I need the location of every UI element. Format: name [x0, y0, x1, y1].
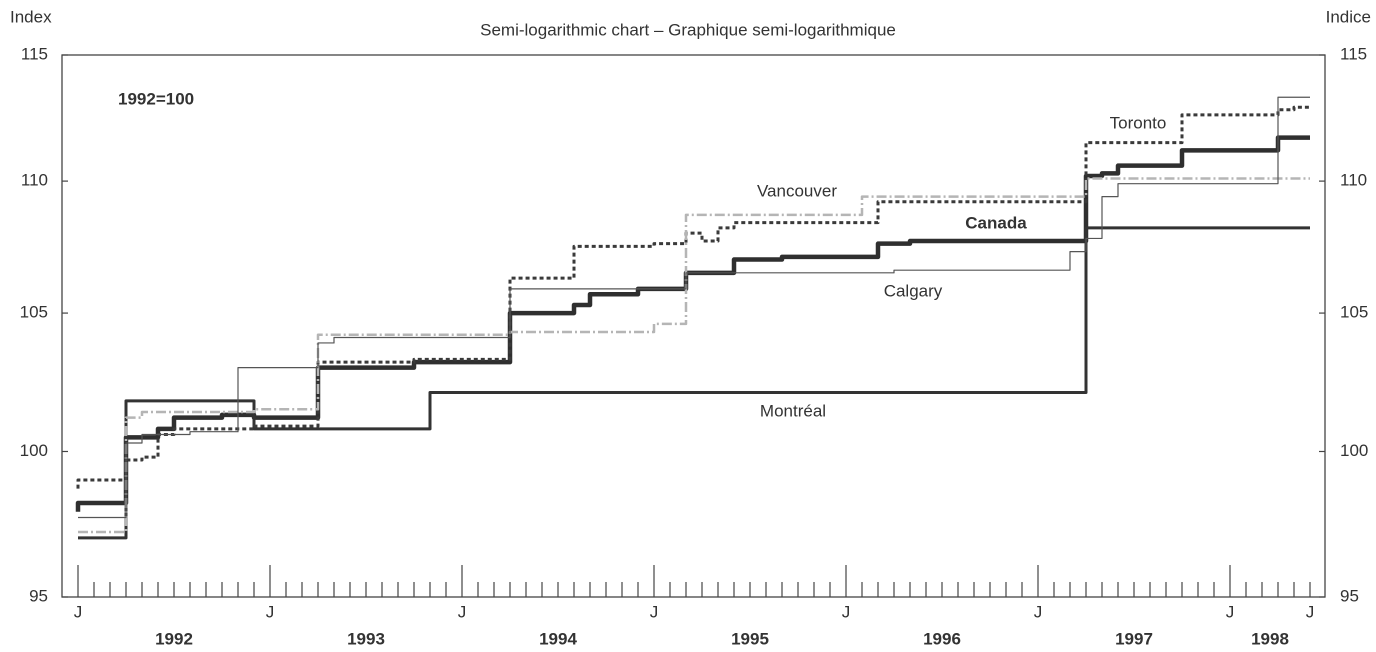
y2-tick-label: 95	[1340, 586, 1359, 605]
y2-axis-label: Indice	[1326, 7, 1371, 26]
annotation: 1992=100	[118, 89, 194, 108]
x-tick-label: J	[266, 602, 275, 621]
year-label: 1998	[1251, 629, 1289, 648]
y-tick-label: 100	[20, 441, 48, 460]
y2-tick-label: 115	[1340, 44, 1367, 63]
series-line	[78, 96, 1310, 519]
series-line	[75, 135, 1310, 512]
y2-tick-label: 100	[1340, 441, 1368, 460]
series-label: Calgary	[884, 281, 943, 300]
plot-frame	[61, 54, 1326, 598]
year-label: 1992	[155, 629, 193, 648]
y2-tick-label: 110	[1340, 171, 1367, 190]
series-line	[78, 226, 1310, 540]
series-label: Toronto	[1110, 113, 1167, 132]
y-axis-label: Index	[10, 7, 52, 26]
series-label: Montréal	[760, 401, 826, 420]
x-tick-label: J	[1306, 602, 1315, 621]
year-label: 1996	[923, 629, 961, 648]
x-tick-label: J	[458, 602, 467, 621]
x-tick-label: J	[842, 602, 851, 621]
y-tick-label: 115	[21, 44, 48, 63]
y-tick-label: 105	[20, 303, 48, 322]
y-tick-label: 110	[21, 171, 48, 190]
chart-title: Semi-logarithmic chart – Graphique semi-…	[480, 20, 896, 39]
series-line	[78, 177, 1310, 534]
x-tick-label: J	[650, 602, 659, 621]
year-label: 1997	[1115, 629, 1153, 648]
y-tick-label: 95	[29, 586, 48, 605]
series-label: Vancouver	[757, 181, 837, 200]
x-tick-label: J	[1226, 602, 1235, 621]
year-label: 1995	[731, 629, 769, 648]
year-label: 1994	[539, 629, 577, 648]
x-tick-label: J	[74, 602, 83, 621]
x-tick-label: J	[1034, 602, 1043, 621]
year-label: 1993	[347, 629, 385, 648]
series-label: Canada	[965, 213, 1027, 232]
y2-tick-label: 105	[1340, 303, 1368, 322]
